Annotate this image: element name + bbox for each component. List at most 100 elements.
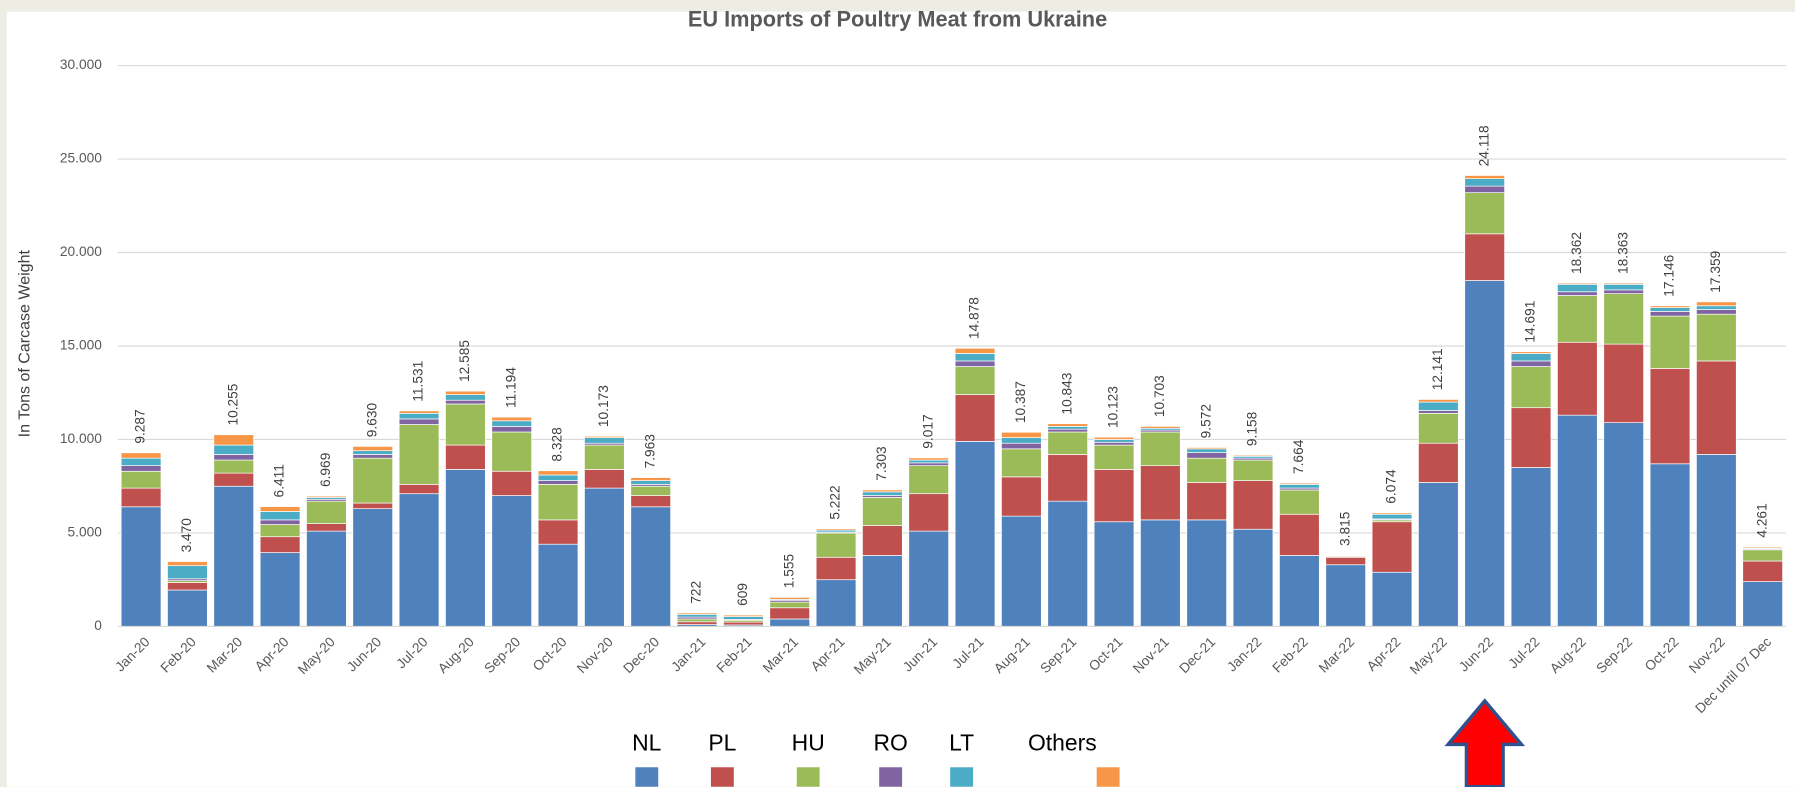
bar-segment <box>120 457 162 467</box>
bar-segment <box>213 472 255 487</box>
bar-segment <box>862 555 903 627</box>
bar-segment <box>213 485 255 627</box>
bar-segment <box>1186 448 1227 453</box>
bar-segment <box>120 506 162 627</box>
bar-segment <box>1603 422 1644 627</box>
legend-label: Others <box>1028 729 1097 755</box>
legend-swatch <box>879 767 903 787</box>
total-label: 6.411 <box>272 464 287 497</box>
bar-segment <box>1186 447 1227 450</box>
total-label: 3.815 <box>1337 511 1352 546</box>
bar-segment <box>306 500 347 524</box>
bar-segment <box>1279 489 1320 515</box>
bar-segment <box>630 480 671 485</box>
bar-segment <box>1186 457 1227 483</box>
bar-segment <box>1047 431 1088 455</box>
bar-segment <box>1279 482 1320 485</box>
total-label: 9.287 <box>133 409 148 443</box>
bar-segment <box>445 394 486 401</box>
total-label: 7.963 <box>642 434 657 469</box>
bar-segment <box>537 484 579 521</box>
legend-label: PL <box>708 729 736 755</box>
total-label: 17.146 <box>1662 254 1677 296</box>
bar-segment <box>1696 301 1737 307</box>
bar-segment <box>954 441 996 627</box>
bar-segment <box>1093 436 1135 440</box>
bar-segment <box>1742 549 1783 562</box>
bar-segment <box>1371 513 1413 520</box>
legend-label: RO <box>873 729 907 755</box>
bar-segment <box>1557 283 1598 293</box>
y-tick-label: 10.000 <box>60 431 102 446</box>
bar-segment <box>1464 192 1505 235</box>
bar-segment <box>1603 283 1644 291</box>
total-label: 9.630 <box>364 403 379 438</box>
bar-segment <box>1279 484 1320 489</box>
bar-segment <box>1557 295 1598 343</box>
bar-segment <box>584 444 625 470</box>
total-label: 6.969 <box>318 453 333 487</box>
bar-segment <box>1418 442 1459 483</box>
y-tick-label: 20.000 <box>60 244 102 259</box>
bar-segment <box>167 565 208 580</box>
bar-segment <box>815 556 857 581</box>
total-label: 9.158 <box>1245 411 1260 446</box>
bar-segment <box>769 618 810 627</box>
bar-segment <box>398 424 440 485</box>
bar-segment <box>676 618 718 623</box>
bar-segment <box>1001 515 1042 627</box>
bar-segment <box>120 452 162 459</box>
bar-segment <box>259 511 301 521</box>
bar-segment <box>1649 307 1691 312</box>
bar-segment <box>1649 463 1691 627</box>
bar-segment <box>120 487 162 508</box>
total-label: 11.194 <box>503 367 518 408</box>
bar-segment <box>1186 452 1227 459</box>
bar-segment <box>1371 571 1413 627</box>
bar-segment <box>1001 437 1042 444</box>
bar-segment <box>491 426 532 433</box>
total-label: 18.362 <box>1569 232 1584 274</box>
bar-segment <box>1510 360 1552 367</box>
bar-segment <box>676 621 718 625</box>
bar-segment <box>1371 512 1413 515</box>
bar-segment <box>1696 313 1737 362</box>
bar-segment <box>352 508 393 627</box>
bar-segment <box>908 493 949 532</box>
bar-segment <box>1047 454 1088 502</box>
bar-segment <box>1510 467 1552 627</box>
bar-segment <box>537 470 579 476</box>
bar-segment <box>1418 412 1459 444</box>
bar-segment <box>584 487 625 627</box>
total-label: 10.173 <box>596 385 611 427</box>
total-label: 10.123 <box>1106 386 1121 428</box>
bar-segment <box>1001 442 1042 450</box>
bar-segment <box>1742 581 1783 627</box>
bar-segment <box>1696 454 1737 627</box>
bar-segment <box>1649 315 1691 369</box>
legend-label: HU <box>792 729 825 755</box>
bar-segment <box>908 530 949 627</box>
total-label: 11.531 <box>411 361 426 402</box>
bar-segment <box>1418 401 1459 411</box>
bar-segment <box>1140 425 1181 429</box>
bar-segment <box>954 353 996 362</box>
bar-segment <box>398 412 440 420</box>
bar-segment <box>630 477 671 481</box>
bar-segment <box>537 543 579 627</box>
bar-segment <box>908 465 949 495</box>
bar-segment <box>1140 465 1181 521</box>
legend-swatch <box>710 767 734 787</box>
y-axis-title: In Tons of Carcase Weight <box>15 250 33 438</box>
bar-segment <box>167 582 208 591</box>
bar-segment <box>769 601 810 609</box>
bar-segment <box>1001 448 1042 478</box>
legend-label: NL <box>632 729 661 755</box>
bar-segment <box>954 366 996 395</box>
bar-segment <box>398 410 440 414</box>
bar-segment <box>1649 311 1691 317</box>
bar-segment <box>1742 560 1783 582</box>
total-label: 14.878 <box>967 297 982 339</box>
bar-segment <box>630 485 671 496</box>
